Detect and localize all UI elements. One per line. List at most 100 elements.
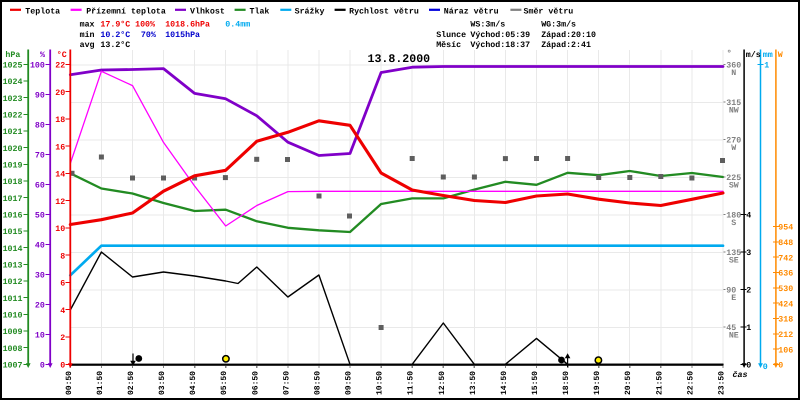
svg-text:1009: 1009 — [3, 328, 23, 337]
svg-text:1017: 1017 — [3, 195, 23, 204]
svg-text:13.8.2000: 13.8.2000 — [368, 53, 431, 66]
svg-text:22:50: 22:50 — [686, 371, 695, 395]
svg-text:1022: 1022 — [3, 112, 23, 121]
svg-text:1018.6hPa: 1018.6hPa — [165, 19, 210, 29]
svg-text:06:50: 06:50 — [251, 371, 260, 395]
svg-text:2: 2 — [60, 334, 65, 343]
svg-text:106: 106 — [778, 346, 793, 355]
svg-text:1014: 1014 — [3, 245, 23, 254]
svg-text:1: 1 — [764, 62, 769, 71]
svg-text:225: 225 — [726, 174, 741, 183]
svg-text:4: 4 — [746, 212, 751, 221]
svg-text:8: 8 — [60, 252, 65, 261]
svg-text:1: 1 — [746, 324, 751, 333]
svg-text:13.2°C: 13.2°C — [100, 41, 130, 50]
svg-text:W: W — [731, 144, 736, 153]
svg-text:15:50: 15:50 — [531, 371, 540, 395]
svg-text:742: 742 — [778, 254, 793, 263]
svg-text:02:50: 02:50 — [127, 371, 136, 395]
svg-text:1025: 1025 — [3, 62, 23, 71]
svg-text:0.4mm: 0.4mm — [225, 20, 250, 29]
svg-text:%: % — [40, 51, 45, 60]
svg-text:čas: čas — [733, 371, 748, 380]
svg-text:07:50: 07:50 — [282, 371, 291, 395]
svg-text:636: 636 — [778, 270, 793, 279]
svg-text:3: 3 — [746, 249, 751, 258]
svg-text:1020: 1020 — [3, 145, 23, 154]
svg-text:05:50: 05:50 — [220, 371, 229, 395]
svg-text:S: S — [731, 219, 736, 228]
svg-text:04:50: 04:50 — [189, 371, 198, 395]
svg-text:1016: 1016 — [3, 212, 23, 221]
svg-text:Směr větru: Směr větru — [524, 7, 574, 16]
svg-text:20: 20 — [55, 89, 65, 98]
svg-text:23:50: 23:50 — [718, 371, 727, 395]
svg-text:12:50: 12:50 — [438, 371, 447, 395]
svg-text:270: 270 — [726, 137, 741, 146]
svg-text:0: 0 — [763, 363, 768, 372]
svg-text:318: 318 — [778, 316, 793, 325]
svg-text:avg: avg — [80, 41, 95, 50]
svg-text:1023: 1023 — [3, 95, 23, 104]
svg-text:E: E — [731, 294, 736, 303]
svg-text:09:50: 09:50 — [345, 371, 354, 395]
svg-text:50: 50 — [35, 212, 45, 221]
svg-text:Západ:2:41: Západ:2:41 — [541, 40, 591, 50]
svg-text:min: min — [80, 30, 95, 40]
svg-text:Rychlost větru: Rychlost větru — [349, 6, 419, 16]
svg-text:19:50: 19:50 — [593, 371, 602, 395]
svg-text:12: 12 — [55, 198, 65, 207]
svg-text:Západ:20:10: Západ:20:10 — [541, 30, 596, 40]
svg-text:max: max — [80, 20, 95, 29]
svg-text:W: W — [778, 51, 783, 60]
svg-text:14: 14 — [55, 171, 65, 180]
svg-text:180: 180 — [726, 212, 741, 221]
svg-text:10: 10 — [35, 332, 45, 341]
svg-text:m/s: m/s — [746, 50, 761, 60]
svg-text:1008: 1008 — [3, 345, 23, 354]
svg-text:Srážky: Srážky — [295, 6, 325, 16]
svg-text:Přízemní teplota: Přízemní teplota — [86, 6, 166, 16]
svg-text:1015: 1015 — [3, 228, 23, 237]
svg-text:18:50: 18:50 — [562, 371, 571, 395]
svg-text:1007: 1007 — [3, 362, 23, 371]
svg-text:NE: NE — [729, 332, 739, 341]
svg-text:1010: 1010 — [3, 312, 23, 321]
svg-text:954: 954 — [778, 224, 793, 233]
svg-text:10: 10 — [55, 225, 65, 234]
svg-text:03:50: 03:50 — [158, 371, 167, 395]
svg-text:0: 0 — [40, 362, 45, 371]
svg-text:10:50: 10:50 — [376, 371, 385, 395]
svg-text:45: 45 — [726, 324, 736, 333]
svg-text:1019: 1019 — [3, 162, 23, 171]
svg-text:22: 22 — [55, 62, 65, 71]
svg-text:315: 315 — [726, 99, 741, 108]
svg-text:Náraz větru: Náraz větru — [444, 7, 499, 16]
svg-text:14:50: 14:50 — [500, 371, 509, 395]
svg-text:08:50: 08:50 — [313, 371, 322, 395]
svg-text:4: 4 — [60, 307, 65, 316]
svg-text:70%: 70% — [141, 31, 156, 40]
svg-text:1021: 1021 — [3, 128, 23, 137]
svg-text:13:50: 13:50 — [469, 371, 478, 395]
svg-text:90: 90 — [35, 92, 45, 101]
svg-text:mm: mm — [763, 51, 773, 60]
svg-text:90: 90 — [726, 287, 736, 296]
svg-text:1013: 1013 — [3, 262, 23, 271]
svg-text:6: 6 — [60, 280, 65, 289]
svg-text:Východ:05:39: Východ:05:39 — [470, 30, 530, 40]
svg-text:16: 16 — [55, 143, 65, 152]
svg-text:01:50: 01:50 — [96, 371, 105, 395]
svg-text:1015hPa: 1015hPa — [165, 30, 200, 40]
svg-text:11:50: 11:50 — [407, 371, 416, 395]
svg-text:1012: 1012 — [3, 278, 23, 287]
svg-text:Měsíc: Měsíc — [436, 41, 461, 50]
svg-text:2: 2 — [746, 287, 751, 296]
svg-text:1011: 1011 — [3, 295, 23, 304]
svg-text:60: 60 — [35, 182, 45, 191]
svg-text:100: 100 — [30, 62, 45, 71]
svg-text:848: 848 — [778, 239, 793, 248]
svg-text:WG:3m/s: WG:3m/s — [541, 19, 576, 29]
svg-text:40: 40 — [35, 242, 45, 251]
svg-text:70: 70 — [35, 152, 45, 161]
